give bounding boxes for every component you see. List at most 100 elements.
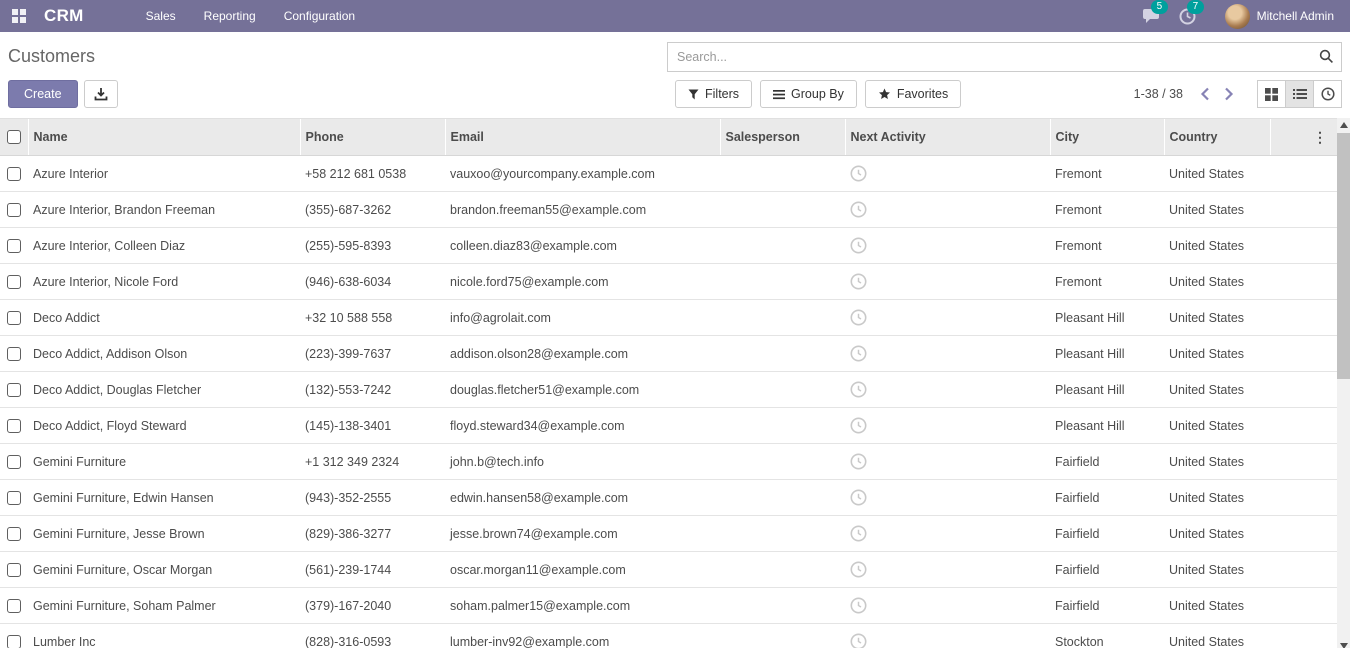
scrollbar-thumb[interactable] [1337,133,1350,379]
table-row[interactable]: Gemini Furniture, Soham Palmer (379)-167… [0,587,1337,624]
next-activity-clock-icon [850,561,867,578]
row-checkbox[interactable] [7,598,21,613]
next-activity-clock-icon [850,273,867,290]
cell-salesperson [720,623,845,648]
column-header-phone[interactable]: Phone [299,118,445,156]
scrollbar-down-arrow[interactable] [1337,639,1350,648]
column-header-email[interactable]: Email [444,118,720,156]
row-checkbox[interactable] [7,310,21,325]
cell-phone: (145)-138-3401 [300,407,445,444]
customer-table: Name Phone Email Salesperson Next Activi… [0,118,1337,648]
table-row[interactable]: Deco Addict +32 10 588 558 info@agrolait… [0,299,1337,336]
cell-salesperson [720,371,845,408]
cell-extra [1270,227,1337,264]
cell-salesperson [720,227,845,264]
row-checkbox[interactable] [7,634,21,648]
table-row[interactable]: Deco Addict, Floyd Steward (145)-138-340… [0,407,1337,444]
row-checkbox[interactable] [7,562,21,577]
navbar-menus: Sales Reporting Configuration [134,0,367,32]
table-row[interactable]: Deco Addict, Addison Olson (223)-399-763… [0,335,1337,372]
cell-email: nicole.ford75@example.com [445,263,720,300]
cell-extra [1270,407,1337,444]
cell-next-activity [845,623,1050,648]
cell-name: Azure Interior, Brandon Freeman [28,191,300,228]
favorites-button[interactable]: Favorites [864,80,962,108]
column-header-city[interactable]: City [1049,118,1164,156]
search-box [667,42,1342,72]
table-row[interactable]: Gemini Furniture +1 312 349 2324 john.b@… [0,443,1337,480]
optional-columns-icon[interactable]: ⋮ [1313,128,1327,145]
page-title: Customers [8,46,96,66]
column-header-salesperson[interactable]: Salesperson [719,118,845,156]
messages-button[interactable]: 5 [1139,0,1169,29]
cell-city: Fairfield [1050,551,1164,588]
group-by-icon [773,89,786,99]
table-row[interactable]: Gemini Furniture, Edwin Hansen (943)-352… [0,479,1337,516]
cell-next-activity [845,263,1050,300]
row-checkbox[interactable] [7,274,21,289]
cell-extra [1270,155,1337,192]
apps-menu-icon[interactable] [8,5,30,27]
cell-email: colleen.diaz83@example.com [445,227,720,264]
vertical-scrollbar[interactable] [1337,118,1350,648]
select-all-checkbox[interactable] [6,130,21,145]
view-switcher [1257,80,1342,108]
activities-button[interactable]: 7 [1175,0,1205,29]
row-checkbox[interactable] [7,346,21,361]
column-header-next-activity[interactable]: Next Activity [844,118,1050,156]
cell-city: Pleasant Hill [1050,407,1164,444]
column-header-name[interactable]: Name [27,118,300,156]
cell-country: United States [1164,623,1270,648]
export-button[interactable] [83,80,118,108]
column-header-country[interactable]: Country [1163,118,1270,156]
activities-badge: 7 [1186,0,1205,14]
control-panel: Customers Create [0,32,1350,118]
cell-salesperson [720,479,845,516]
cell-email: lumber-inv92@example.com [445,623,720,648]
row-checkbox[interactable] [7,382,21,397]
menu-reporting[interactable]: Reporting [203,9,256,23]
table-row[interactable]: Deco Addict, Douglas Fletcher (132)-553-… [0,371,1337,408]
cell-phone: (132)-553-7242 [300,371,445,408]
list-view-button[interactable] [1285,80,1314,108]
cell-email: info@agrolait.com [445,299,720,336]
cell-city: Fairfield [1050,515,1164,552]
next-activity-clock-icon [850,309,867,326]
search-icon[interactable] [1319,49,1334,69]
row-checkbox[interactable] [7,490,21,505]
cell-salesperson [720,515,845,552]
user-menu[interactable]: Mitchell Admin [1224,3,1334,29]
menu-configuration[interactable]: Configuration [283,9,356,23]
pager-previous-button[interactable] [1193,81,1217,107]
menu-sales[interactable]: Sales [145,9,176,23]
cell-extra [1270,479,1337,516]
row-checkbox[interactable] [7,418,21,433]
table-row[interactable]: Lumber Inc (828)-316-0593 lumber-inv92@e… [0,623,1337,648]
kanban-view-button[interactable] [1257,80,1286,108]
table-row[interactable]: Azure Interior, Brandon Freeman (355)-68… [0,191,1337,228]
filters-button[interactable]: Filters [675,80,753,108]
scrollbar-up-arrow[interactable] [1337,118,1350,132]
table-row[interactable]: Gemini Furniture, Oscar Morgan (561)-239… [0,551,1337,588]
row-checkbox[interactable] [7,238,21,253]
pager-next-button[interactable] [1217,81,1241,107]
table-row[interactable]: Azure Interior, Nicole Ford (946)-638-60… [0,263,1337,300]
row-checkbox[interactable] [7,202,21,217]
cell-email: john.b@tech.info [445,443,720,480]
row-checkbox[interactable] [7,166,21,181]
table-row[interactable]: Azure Interior, Colleen Diaz (255)-595-8… [0,227,1337,264]
messages-badge: 5 [1150,0,1169,14]
activity-view-button[interactable] [1313,80,1342,108]
cell-email: vauxoo@yourcompany.example.com [445,155,720,192]
search-input[interactable] [667,42,1342,72]
row-checkbox[interactable] [7,526,21,541]
cell-extra [1270,587,1337,624]
app-brand[interactable]: CRM [44,6,84,25]
table-row[interactable]: Azure Interior +58 212 681 0538 vauxoo@y… [0,155,1337,192]
table-row[interactable]: Gemini Furniture, Jesse Brown (829)-386-… [0,515,1337,552]
group-by-button[interactable]: Group By [760,80,857,108]
create-button[interactable]: Create [8,80,78,108]
cell-email: floyd.steward34@example.com [445,407,720,444]
row-checkbox[interactable] [7,454,21,469]
cell-name: Gemini Furniture, Soham Palmer [28,587,300,624]
